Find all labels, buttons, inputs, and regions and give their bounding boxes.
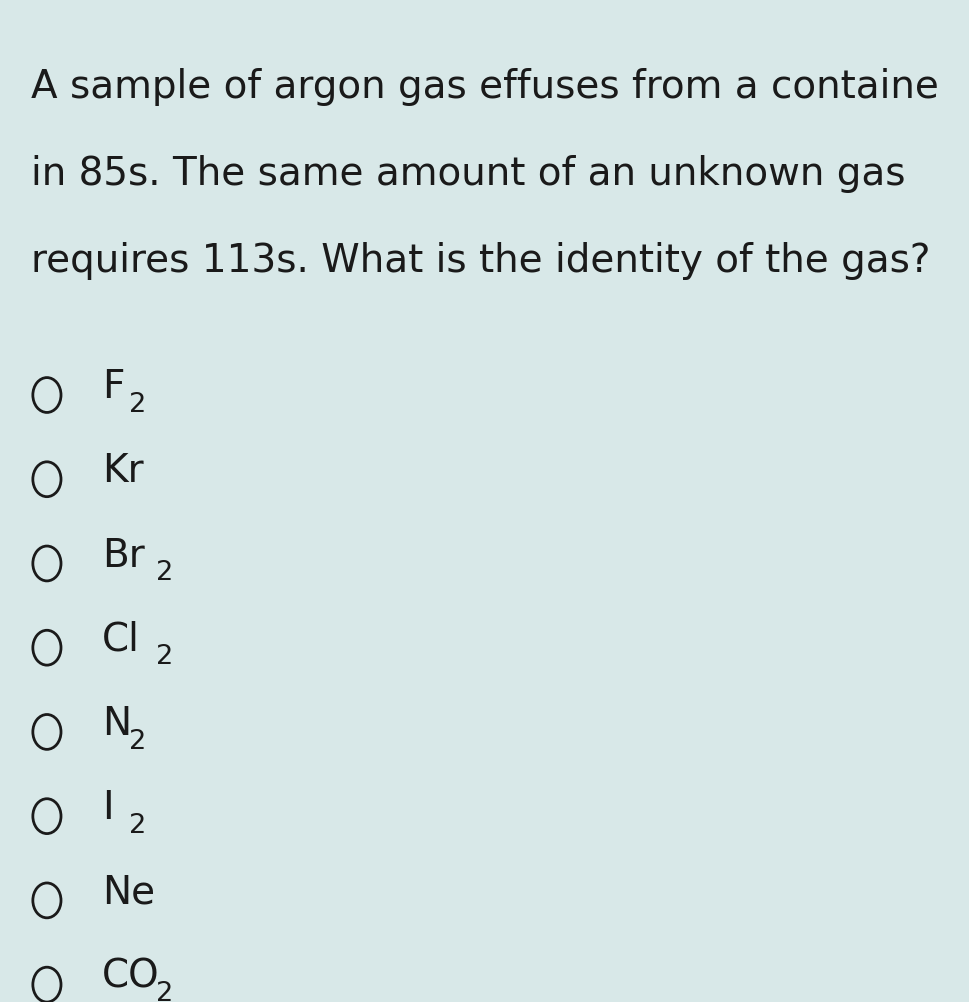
Text: I: I xyxy=(102,790,113,828)
Text: Kr: Kr xyxy=(102,453,143,491)
Text: 2: 2 xyxy=(156,644,173,670)
Text: Cl: Cl xyxy=(102,621,140,659)
Text: Br: Br xyxy=(102,537,144,575)
Text: N: N xyxy=(102,705,131,743)
Text: A sample of argon gas effuses from a containe: A sample of argon gas effuses from a con… xyxy=(31,68,939,106)
Text: requires 113s. What is the identity of the gas?: requires 113s. What is the identity of t… xyxy=(31,242,931,280)
Text: Ne: Ne xyxy=(102,874,155,912)
Text: 2: 2 xyxy=(156,981,173,1002)
Text: F: F xyxy=(102,369,124,406)
Text: in 85s. The same amount of an unknown gas: in 85s. The same amount of an unknown ga… xyxy=(31,155,906,193)
Text: 2: 2 xyxy=(129,813,146,839)
Text: 2: 2 xyxy=(129,728,146,755)
Text: 2: 2 xyxy=(156,560,173,586)
Text: CO: CO xyxy=(102,958,159,996)
Text: 2: 2 xyxy=(129,392,146,418)
